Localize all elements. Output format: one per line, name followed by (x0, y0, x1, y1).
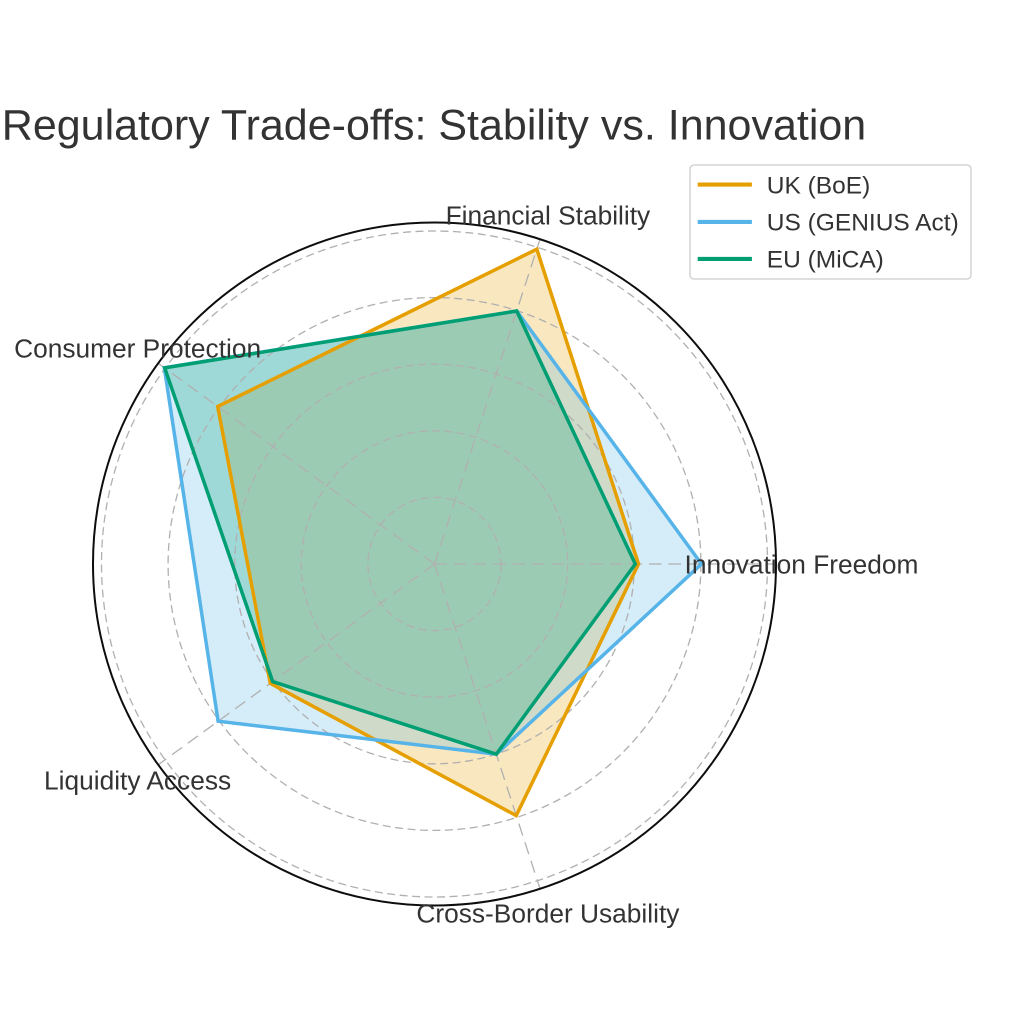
svg-text:Liquidity Access: Liquidity Access (44, 765, 231, 795)
svg-text:EU (MiCA): EU (MiCA) (767, 247, 884, 274)
svg-text:Innovation Freedom: Innovation Freedom (685, 549, 919, 579)
svg-text:Financial Stability: Financial Stability (446, 200, 651, 230)
svg-text:Cross-Border Usability: Cross-Border Usability (416, 898, 680, 928)
svg-text:UK (BoE): UK (BoE) (767, 172, 870, 199)
svg-text:US (GENIUS Act): US (GENIUS Act) (767, 210, 959, 237)
svg-text:Regulatory Trade-offs: Stabili: Regulatory Trade-offs: Stability vs. Inn… (2, 102, 866, 150)
svg-text:Consumer Protection: Consumer Protection (14, 334, 261, 364)
